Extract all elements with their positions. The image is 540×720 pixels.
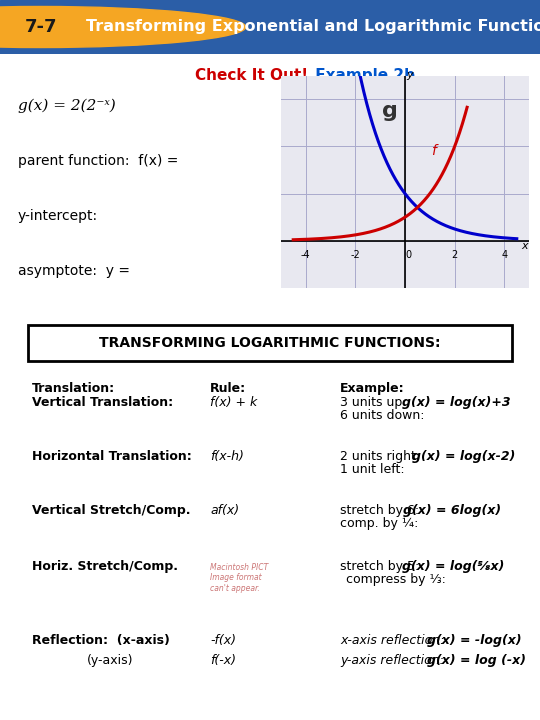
Text: g(x) = log(⅝x): g(x) = log(⅝x) (402, 560, 504, 573)
Text: TRANSFORMING LOGARITHMIC FUNCTIONS:: TRANSFORMING LOGARITHMIC FUNCTIONS: (99, 336, 441, 350)
Text: f(x) + k: f(x) + k (210, 396, 257, 409)
Text: g(x) = log (-x): g(x) = log (-x) (427, 654, 526, 667)
Text: stretch by 6:: stretch by 6: (340, 504, 423, 517)
Text: f(x-h): f(x-h) (210, 450, 244, 463)
Text: y-axis reflection:: y-axis reflection: (340, 654, 448, 667)
Text: Example 2b: Example 2b (310, 68, 415, 83)
Text: 2: 2 (451, 251, 458, 260)
Text: y-intercept:: y-intercept: (18, 209, 98, 223)
Text: Horiz. Stretch/Comp.: Horiz. Stretch/Comp. (32, 560, 178, 573)
Text: Horizontal Translation:: Horizontal Translation: (32, 450, 192, 463)
Text: x: x (521, 241, 528, 251)
Text: compress by ⅓:: compress by ⅓: (346, 573, 446, 586)
Text: 3 units up:: 3 units up: (340, 396, 410, 409)
Text: y: y (407, 70, 413, 80)
Text: (y-axis): (y-axis) (87, 654, 133, 667)
Text: parent function:  f(x) =: parent function: f(x) = (18, 154, 183, 168)
Text: Rule:: Rule: (210, 382, 246, 395)
Text: -4: -4 (301, 251, 310, 260)
Text: g(x) = log(x-2): g(x) = log(x-2) (412, 450, 515, 463)
Text: -f(x): -f(x) (210, 634, 236, 647)
Text: Vertical Stretch/Comp.: Vertical Stretch/Comp. (32, 504, 191, 517)
Text: Macintosh PICT
Image format
can't appear.: Macintosh PICT Image format can't appear… (210, 563, 268, 593)
Text: 1 unit left:: 1 unit left: (340, 463, 404, 476)
Circle shape (0, 6, 246, 48)
Text: af(x): af(x) (210, 504, 239, 517)
Text: g(x) = 2(2⁻ˣ): g(x) = 2(2⁻ˣ) (18, 99, 116, 113)
Text: -2: -2 (350, 251, 360, 260)
Text: 0: 0 (406, 251, 412, 260)
Text: Example:: Example: (340, 382, 404, 395)
Text: x-axis reflection:: x-axis reflection: (340, 634, 448, 647)
Text: asymptote:  y =: asymptote: y = (18, 264, 134, 278)
Text: f: f (431, 144, 436, 158)
Text: Transforming Exponential and Logarithmic Functions: Transforming Exponential and Logarithmic… (86, 19, 540, 35)
Text: Check It Out!: Check It Out! (195, 68, 308, 83)
Text: g(x) = -log(x): g(x) = -log(x) (427, 634, 522, 647)
Text: 7-7: 7-7 (24, 18, 57, 36)
Text: comp. by ¼:: comp. by ¼: (340, 517, 418, 530)
Text: 2 units right:: 2 units right: (340, 450, 424, 463)
Text: 6 units down:: 6 units down: (340, 409, 424, 422)
Text: g: g (382, 101, 398, 121)
Text: g(x) = log(x)+3: g(x) = log(x)+3 (402, 396, 511, 409)
Text: Vertical Translation:: Vertical Translation: (32, 396, 173, 409)
Text: Reflection:  (x-axis): Reflection: (x-axis) (32, 634, 170, 647)
FancyBboxPatch shape (28, 325, 512, 361)
Text: Translation:: Translation: (32, 382, 115, 395)
Text: f(-x): f(-x) (210, 654, 236, 667)
Text: stretch by 5:: stretch by 5: (340, 560, 423, 573)
Text: g(x) = 6log(x): g(x) = 6log(x) (403, 504, 501, 517)
Text: 4: 4 (501, 251, 508, 260)
